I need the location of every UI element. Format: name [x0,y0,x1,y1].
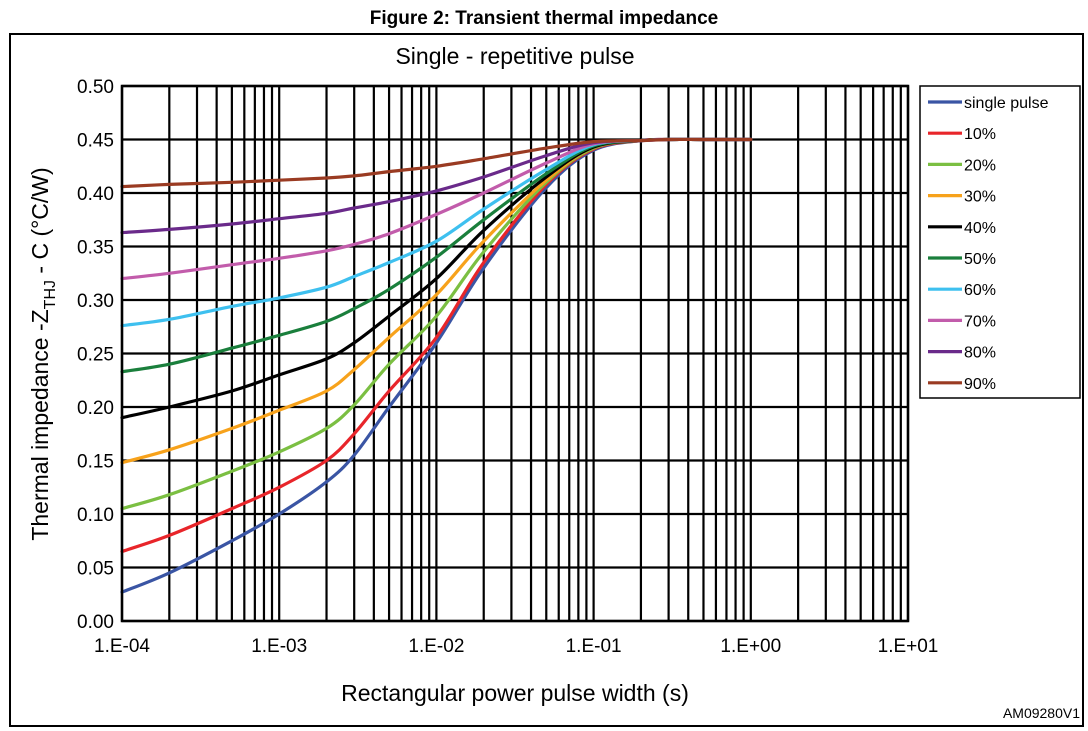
grid [120,84,910,623]
legend-label-50pct: 50% [964,251,996,268]
x-tick-label: 1.E+01 [878,636,939,657]
y-tick-label: 0.20 [77,398,114,419]
y-tick-label: 0.15 [77,452,114,473]
x-tick-labels: 1.E-04 1.E-03 1.E-02 1.E-01 1.E+00 1.E+01 [94,636,938,657]
y-tick-label: 0.00 [77,612,114,633]
y-tick-labels: 0.00 0.05 0.10 0.15 0.20 0.25 0.30 0.35 0.40 0.45… [77,77,114,633]
figure-code: AM09280V1 [1002,705,1080,721]
series-line-90pct [120,137,753,189]
y-tick-label: 0.35 [77,238,114,259]
series-lines [120,137,753,594]
y-tick-label: 0.45 [77,131,114,152]
y-axis-label: Thermal impedance -ZTHJ - C (°C/W) [27,167,59,540]
x-tick-label: 1.E+00 [720,636,781,657]
legend-label-60pct: 60% [964,282,996,299]
legend-label-80pct: 80% [964,345,996,362]
legend-label-40pct: 40% [964,220,996,237]
x-tick-label: 1.E-01 [566,636,622,657]
legend-label-90pct: 90% [964,376,996,393]
y-tick-label: 0.25 [77,345,114,366]
legend-label-20pct: 20% [964,157,996,174]
y-tick-label: 0.30 [77,291,114,312]
x-tick-label: 1.E-03 [251,636,307,657]
x-axis-label: Rectangular power pulse width (s) [341,680,689,706]
y-axis-label-main: Thermal impedance -Z [27,309,53,540]
legend-label-single-pulse: single pulse [964,95,1049,112]
plot-border [120,84,910,623]
y-tick-label: 0.10 [77,505,114,526]
legend-label-30pct: 30% [964,189,996,206]
legend-box [919,85,1081,399]
y-tick-label: 0.05 [77,559,114,580]
legend-label-10pct: 10% [964,126,996,143]
chart-title: Single - repetitive pulse [395,43,634,69]
x-tick-label: 1.E-04 [94,636,150,657]
y-tick-label: 0.40 [77,184,114,205]
y-axis-label-tail: - C (°C/W) [27,167,53,280]
x-tick-label: 1.E-02 [408,636,464,657]
legend: single pulse 10% 20% 30% 40% 50% 60% 70% 80% 90% [919,85,1081,399]
figure-title: Figure 2: Transient thermal impedance [369,8,719,29]
legend-label-70pct: 70% [964,313,996,330]
chart-frame [9,33,1084,727]
y-axis-label-subscript: THJ [42,280,59,309]
y-tick-label: 0.50 [77,77,114,98]
